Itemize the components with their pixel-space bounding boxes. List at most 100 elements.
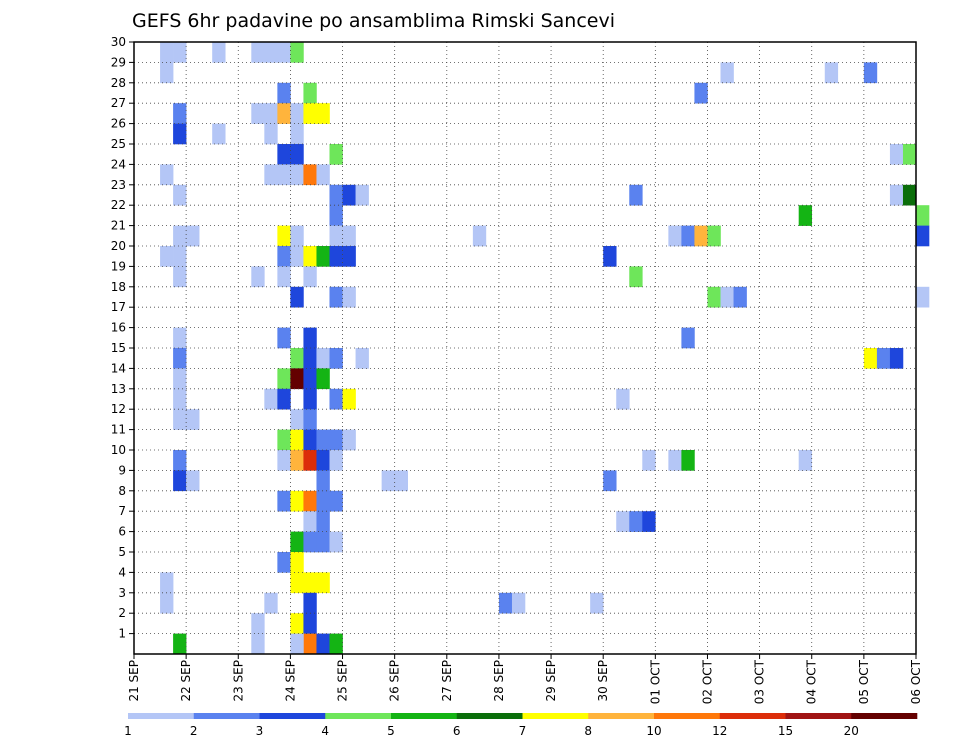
colorbar-label: 1 [124,724,132,738]
heatmap-cell [173,388,187,410]
heatmap-cell [316,103,330,124]
heatmap-cell [889,184,904,206]
heatmap-cell [264,164,278,186]
y-tick-label: 5 [118,545,126,559]
heatmap-cells [160,42,930,655]
x-tick-label: 25 SEP [336,660,350,702]
heatmap-cell [316,348,330,369]
x-tick-label: 21 SEP [127,660,141,702]
heatmap-cell [290,103,304,124]
heatmap-cell [264,103,278,124]
colorbar-swatch [391,713,458,719]
x-tick-label: 28 SEP [492,660,506,702]
heatmap-cell [160,164,174,186]
x-tick-label: 30 SEP [596,660,610,702]
y-tick-label: 1 [118,627,126,641]
x-tick-label: 24 SEP [283,660,297,702]
heatmap-cell [316,572,330,594]
heatmap-cell [277,144,291,165]
y-tick-label: 16 [111,321,126,335]
x-axis-ticks: 21 SEP 22 SEP 23 SEP 24 SEP 25 SEP 26 SEP 27 S… [127,654,923,704]
heatmap-cell [277,266,291,288]
heatmap-cell [316,633,330,655]
heatmap-cell [316,164,330,186]
heatmap-cell [277,82,291,104]
heatmap-cell [290,633,304,655]
heatmap-cell [916,286,930,308]
y-tick-label: 6 [118,525,126,539]
heatmap-cell [798,205,813,226]
colorbar-label: 2 [190,724,198,738]
heatmap-cell [251,103,265,124]
x-tick-label: 29 SEP [544,660,558,702]
colorbar-swatch [522,713,589,719]
heatmap-cell [329,429,343,451]
heatmap-cell [303,368,317,390]
heatmap-cell [316,368,330,390]
heatmap-cell [173,327,187,349]
heatmap-cell [902,184,917,206]
heatmap-cell [681,450,695,471]
y-tick-label: 9 [118,463,126,477]
colorbar-swatch [456,713,523,719]
heatmap-cell [342,388,356,410]
colorbar-swatch [325,713,392,719]
heatmap-cell [290,409,304,430]
heatmap-cell [173,103,187,124]
heatmap-cell [668,450,682,471]
heatmap-cell [251,42,265,63]
heatmap-cell [694,225,708,247]
heatmap-cell [381,470,395,492]
heatmap-cell [394,470,408,492]
grid-lines [134,42,916,654]
heatmap-cell [316,470,330,492]
heatmap-cell [290,490,304,512]
heatmap-cell [342,429,356,451]
heatmap-cell [303,409,317,430]
heatmap-cell [642,511,656,532]
heatmap-cell [277,164,291,186]
heatmap-cell [251,266,265,288]
heatmap-cell [173,633,187,655]
heatmap-cell [629,511,643,532]
heatmap-cell [329,450,343,471]
heatmap-cell [160,592,174,614]
heatmap-cell [160,62,174,84]
x-tick-label: 02 OCT [700,659,714,704]
y-tick-label: 15 [111,341,126,355]
heatmap-cell [277,552,291,573]
heatmap-cell [277,490,291,512]
colorbar-label: 3 [256,724,264,738]
colorbar-legend: 1 2 3 4 5 6 7 8 10 12 15 20 [124,713,918,738]
heatmap-cell [303,327,317,349]
colorbar-swatch [851,713,918,719]
heatmap-cell [720,286,734,308]
heatmap-cell [681,225,695,247]
heatmap-cell [264,388,278,410]
heatmap-cell [277,225,291,247]
heatmap-cell [173,225,187,247]
heatmap-cell [290,225,304,247]
heatmap-cell [290,531,304,553]
heatmap-cell [173,368,187,390]
heatmap-cell [186,470,200,492]
y-tick-label: 25 [111,137,126,151]
heatmap-cell [316,450,330,471]
heatmap-cell [290,144,304,165]
y-tick-label: 10 [111,443,126,457]
heatmap-cell [290,572,304,594]
heatmap-cell [303,82,317,104]
heatmap-cell [329,144,343,165]
heatmap-cell [290,450,304,471]
heatmap-cell [290,164,304,186]
heatmap-cell [329,531,343,553]
colorbar-label: 12 [712,724,727,738]
x-tick-label: 05 OCT [857,659,871,704]
heatmap-cell [642,450,656,471]
heatmap-cell [889,348,904,369]
y-tick-label: 14 [111,361,126,375]
heatmap-cell [277,246,291,267]
x-tick-label: 23 SEP [231,660,245,702]
heatmap-cell [720,62,734,84]
heatmap-cell [916,205,930,226]
